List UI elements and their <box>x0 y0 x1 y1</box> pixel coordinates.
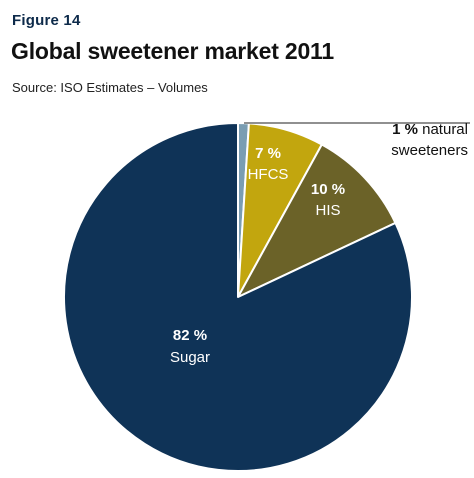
slice-percent-hfcs: 7 % <box>255 145 281 162</box>
pie-labels: 1 % natural sweeteners 7 % HFCS 10 % HIS 82 % S… <box>170 121 468 366</box>
slice-name-hfcs: HFCS <box>248 166 289 183</box>
slice-percent-sugar: 82 % <box>173 327 207 344</box>
pie-slice-sugar <box>63 122 414 472</box>
chart-title: Global sweetener market 2011 <box>11 38 334 64</box>
pie-slices <box>63 121 414 472</box>
figure-label: Figure 14 <box>12 12 81 29</box>
slice-name-natural-sweeteners: natural <box>418 121 468 138</box>
slice-percent-natural-sweeteners: 1 % <box>392 121 418 138</box>
chart-source: Source: ISO Estimates – Volumes <box>12 80 208 95</box>
slice-name-sugar: Sugar <box>170 349 210 366</box>
slice-name-his: HIS <box>315 202 340 219</box>
slice-label-natural-sweeteners: 1 % natural <box>392 121 468 138</box>
slice-percent-his: 10 % <box>311 181 345 198</box>
pie-slice-his <box>237 143 397 298</box>
slice-name-line2-natural-sweeteners: sweeteners <box>391 142 468 159</box>
